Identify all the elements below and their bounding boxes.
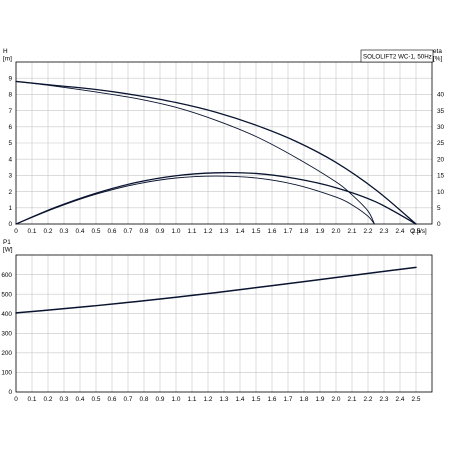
top-x-tick-label: 0.7: [124, 228, 133, 235]
top-y-right-tick-label: 25: [437, 140, 445, 147]
bottom-x-tick-label: 1.7: [284, 396, 293, 403]
top-x-tick-label: 1.6: [268, 228, 277, 235]
top-plot-frame: [15, 61, 433, 225]
bottom-x-tick-label: 2.0: [332, 396, 341, 403]
bottom-y-tick-label: 100: [1, 370, 12, 377]
bottom-x-tick-label: 0.2: [44, 396, 53, 403]
bottom-x-tick-label: 1.6: [268, 396, 277, 403]
top-x-tick-label: 0.2: [44, 228, 53, 235]
bottom-x-tick-label: 2.3: [380, 396, 389, 403]
top-y-left-tick-label: 2: [8, 189, 12, 196]
top-y-left-tick-label: 3: [8, 173, 12, 180]
bottom-x-tick-label: 1.9: [316, 396, 325, 403]
bottom-y-tick-label: 600: [1, 272, 12, 279]
top-x-tick-label: 2.4: [396, 228, 405, 235]
bottom-x-tick-label: 0.6: [108, 396, 117, 403]
head-curve-upper: [15, 80, 417, 225]
top-y-left-tick-label: 5: [8, 140, 12, 147]
bottom-x-tick-label: 0.7: [124, 396, 133, 403]
top-x-tick-label: 1.8: [300, 228, 309, 235]
bottom-x-tick-label: 0: [14, 396, 18, 403]
top-x-tick-label: 0.4: [76, 228, 85, 235]
bottom-x-tick-label: 1.2: [204, 396, 213, 403]
head-curve-lower: [15, 80, 375, 225]
bottom-x-tick-label: 1.8: [300, 396, 309, 403]
bottom-y-tick-label: 200: [1, 350, 12, 357]
bottom-x-tick-label: 0.5: [92, 396, 101, 403]
legend-box: [360, 49, 434, 63]
top-x-tick-label: 1.9: [316, 228, 325, 235]
top-y-right-tick-label: 20: [437, 156, 445, 163]
top-x-tick-label: 0: [14, 228, 18, 235]
bottom-x-tick-label: 1.5: [252, 396, 261, 403]
top-x-tick-label: 0.3: [60, 228, 69, 235]
bottom-y-tick-label: 400: [1, 311, 12, 318]
top-x-tick-label: 1.4: [236, 228, 245, 235]
bottom-y-tick-label: 0: [8, 389, 12, 396]
top-y-right-tick-label: 5: [437, 205, 441, 212]
x-axis-label: Q [l/s]: [410, 228, 427, 235]
top-y-right-tick-label: 15: [437, 173, 445, 180]
bottom-x-tick-label: 1.1: [188, 396, 197, 403]
bottom-y-tick-label: 300: [1, 330, 12, 337]
top-y-left-tick-label: 4: [8, 156, 12, 163]
y-right-axis-label: eta [%]: [433, 48, 442, 63]
top-x-tick-label: 1.5: [252, 228, 261, 235]
bottom-plot-frame: [15, 254, 433, 393]
top-y-right-tick-label: 30: [437, 124, 445, 131]
top-y-right-tick-label: 10: [437, 189, 445, 196]
head-efficiency-chart: 0 0.1 0.2 0.3 0.4 0.5 0.6 0.7 0.8 0.9 1.0 1.1 1.2 1.3…: [3, 48, 445, 235]
top-y-right-tick-label: 0: [437, 221, 441, 228]
bottom-x-tick-label: 0.3: [60, 396, 69, 403]
top-x-tick-label: 1.3: [220, 228, 229, 235]
power-axis-label: P1 [W]: [3, 239, 13, 254]
top-x-tick-label: 0.8: [140, 228, 149, 235]
bottom-y-tick-label: 500: [1, 291, 12, 298]
top-y-right-tick-label: 40: [437, 92, 445, 99]
top-x-tick-label: 0.5: [92, 228, 101, 235]
top-y-left-tick-label: 0: [8, 221, 12, 228]
top-x-tick-label: 1.2: [204, 228, 213, 235]
legend-label: SOLOLIFT2 WC-1, 50Hz: [363, 54, 432, 61]
top-y-left-tick-label: 8: [8, 92, 12, 99]
top-y-left-tick-label: 6: [8, 124, 12, 131]
bottom-x-tick-label: 2.5: [412, 396, 421, 403]
top-y-left-tick-label: 9: [8, 75, 12, 82]
top-x-tick-label: 0.1: [28, 228, 37, 235]
power-chart: 0 0.1 0.2 0.3 0.4 0.5 0.6 0.7 0.8 0.9 1.0 1.1 1.2 1.3…: [1, 239, 433, 403]
top-y-left-tick-label: 7: [8, 108, 12, 115]
top-x-tick-label: 2.0: [332, 228, 341, 235]
bottom-x-tick-label: 0.4: [76, 396, 85, 403]
bottom-x-tick-label: 2.4: [396, 396, 405, 403]
bottom-x-tick-label: 0.1: [28, 396, 37, 403]
bottom-x-tick-label: 1.4: [236, 396, 245, 403]
bottom-x-tick-label: 0.8: [140, 396, 149, 403]
efficiency-curve-lower: [15, 175, 375, 225]
top-x-tick-label: 1.1: [188, 228, 197, 235]
top-x-tick-label: 2.1: [348, 228, 357, 235]
top-x-tick-label: 2.5: [412, 228, 421, 235]
top-x-tick-label: 0.9: [156, 228, 165, 235]
bottom-x-tick-label: 2.2: [364, 396, 373, 403]
top-x-tick-label: 1.0: [172, 228, 181, 235]
top-x-tick-label: 2.2: [364, 228, 373, 235]
top-x-tick-label: 2.3: [380, 228, 389, 235]
bottom-x-tick-label: 1.0: [172, 396, 181, 403]
top-y-right-tick-label: 35: [437, 108, 445, 115]
y-left-axis-label: H [m]: [3, 48, 12, 63]
bottom-x-tick-label: 0.9: [156, 396, 165, 403]
top-y-left-tick-label: 1: [8, 205, 12, 212]
efficiency-curve-upper: [15, 171, 417, 225]
top-x-tick-label: 1.7: [284, 228, 293, 235]
bottom-x-tick-label: 2.1: [348, 396, 357, 403]
power-curve: [15, 266, 417, 314]
bottom-x-tick-label: 1.3: [220, 396, 229, 403]
top-x-tick-label: 0.6: [108, 228, 117, 235]
